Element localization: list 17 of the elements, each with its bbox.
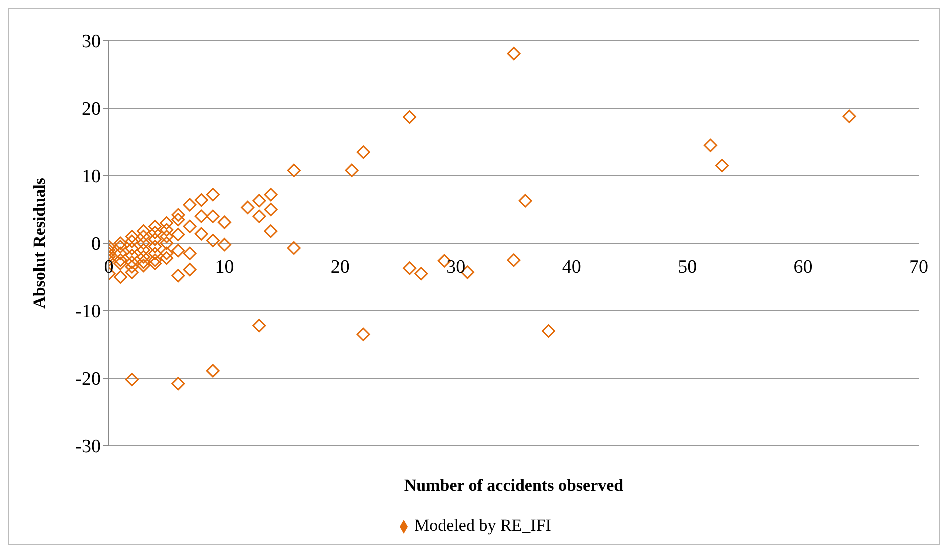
- y-tick-label: 0: [92, 234, 101, 256]
- x-tick-label: 70: [910, 257, 928, 278]
- x-tick-label: 60: [794, 257, 813, 278]
- x-tick-label: 20: [330, 257, 350, 278]
- legend-label: Modeled by RE_IFI: [414, 516, 552, 535]
- x-axis-title: Number of accidents observed: [404, 476, 624, 495]
- x-tick-label: 10: [215, 257, 234, 278]
- x-tick-label: 50: [678, 257, 698, 278]
- y-tick-label: 30: [82, 32, 101, 53]
- x-tick-label: 40: [562, 257, 582, 278]
- y-tick-label: -30: [76, 436, 101, 458]
- y-tick-label: 20: [82, 99, 101, 120]
- y-tick-label: -10: [76, 302, 101, 323]
- y-axis-title: Absolut Residuals: [30, 178, 50, 309]
- y-tick-label: 10: [82, 166, 101, 188]
- x-tick-label: 30: [446, 257, 466, 278]
- y-tick-label: -20: [76, 369, 101, 390]
